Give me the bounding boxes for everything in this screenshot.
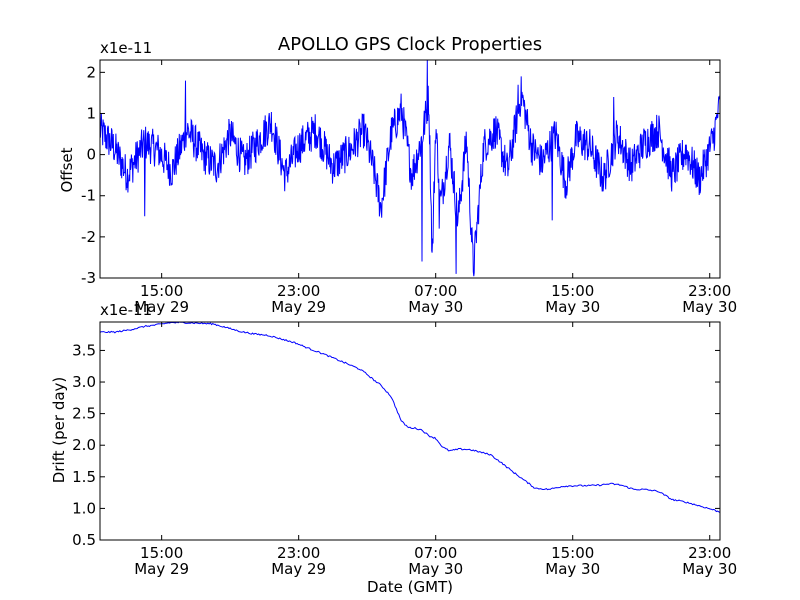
y-tick-label: -2 xyxy=(81,228,96,246)
x-tick-label-time: 15:00 xyxy=(551,544,594,562)
drift-scale-label: x1e-11 xyxy=(100,301,152,319)
x-tick-label-time: 23:00 xyxy=(277,282,320,300)
offset-scale-label: x1e-11 xyxy=(100,39,152,57)
y-tick-label: 0.5 xyxy=(72,531,96,549)
x-tick-label-date: May 29 xyxy=(271,560,326,578)
offset-y-ticks: 2 1 0 -1 -2 -3 xyxy=(81,63,720,287)
y-tick-label: 1 xyxy=(86,104,96,122)
y-tick-label: 0 xyxy=(86,146,96,164)
chart-title: APOLLO GPS Clock Properties xyxy=(278,34,542,55)
x-tick-label-date: May 29 xyxy=(134,298,189,316)
x-tick-label-date: May 30 xyxy=(545,298,600,316)
x-tick-label-time: 23:00 xyxy=(688,282,731,300)
y-tick-label: 3.5 xyxy=(72,341,96,359)
offset-series-line xyxy=(100,60,720,277)
x-tick-label-time: 15:00 xyxy=(551,282,594,300)
x-tick-label-time: 15:00 xyxy=(140,282,183,300)
offset-y-axis-label: Offset xyxy=(58,147,76,192)
x-tick-label-date: May 29 xyxy=(271,298,326,316)
x-tick-label-time: 07:00 xyxy=(414,282,457,300)
x-axis-label: Date (GMT) xyxy=(367,578,453,596)
drift-axes-frame xyxy=(99,321,721,541)
y-tick-label: 2.0 xyxy=(72,436,96,454)
x-tick-label-date: May 30 xyxy=(682,298,737,316)
x-tick-label-date: May 30 xyxy=(408,298,463,316)
y-tick-label: -1 xyxy=(81,187,96,205)
x-tick-label-date: May 29 xyxy=(134,560,189,578)
drift-y-ticks: 3.5 3.0 2.5 2.0 1.5 1.0 0.5 xyxy=(72,341,720,549)
offset-axes-frame xyxy=(99,59,721,279)
x-tick-label-time: 07:00 xyxy=(414,544,457,562)
x-tick-label-time: 15:00 xyxy=(140,544,183,562)
y-tick-label: 2.5 xyxy=(72,405,96,423)
x-tick-label-date: May 30 xyxy=(408,560,463,578)
y-tick-label: 2 xyxy=(86,63,96,81)
x-tick-label-time: 23:00 xyxy=(688,544,731,562)
drift-y-axis-label: Drift (per day) xyxy=(50,377,68,484)
y-tick-label: -3 xyxy=(81,269,96,287)
x-tick-label-date: May 30 xyxy=(545,560,600,578)
drift-panel: x1e-11 Drift (per day) 3.5 3.0 2.5 2.0 1.5 1.… xyxy=(50,301,737,578)
y-tick-label: 1.0 xyxy=(72,499,96,517)
drift-series-line xyxy=(100,322,720,514)
y-tick-label: 3.0 xyxy=(72,373,96,391)
x-tick-label-time: 23:00 xyxy=(277,544,320,562)
x-tick-label-date: May 30 xyxy=(682,560,737,578)
y-tick-label: 1.5 xyxy=(72,468,96,486)
